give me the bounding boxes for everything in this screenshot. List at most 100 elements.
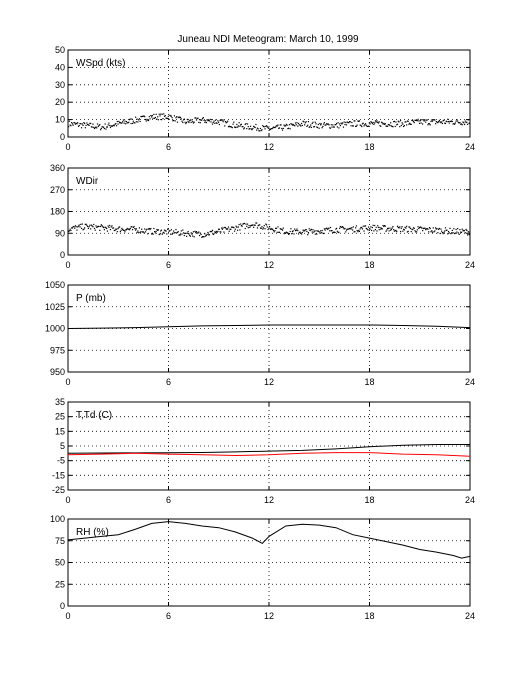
data-point [304,230,306,232]
data-point [420,226,422,228]
data-point [332,231,335,233]
data-point [150,114,152,117]
data-point [351,125,354,127]
data-point [459,121,461,124]
data-point [352,125,354,127]
data-point [412,119,414,122]
data-point [136,231,138,233]
data-point [146,118,148,120]
data-point [96,127,98,129]
data-point [430,231,432,233]
data-point [236,226,238,228]
data-point [329,230,331,232]
data-point [157,119,160,121]
data-point [370,121,372,123]
data-point [99,225,102,228]
data-point [170,233,172,235]
data-point [119,230,121,233]
data-point [142,115,144,117]
data-point [283,233,285,235]
data-point [423,227,425,229]
data-point [69,228,71,230]
data-point [168,230,170,232]
data-point [350,125,352,127]
data-point [247,227,249,229]
data-point [127,228,129,230]
data-point [354,120,356,122]
data-point [205,120,207,122]
data-point [72,124,74,126]
data-point [83,227,86,229]
data-point [270,128,272,130]
data-point [218,228,220,230]
data-point [186,118,188,121]
meteogram-title: Juneau NDI Meteogram: March 10, 1999 [177,34,359,45]
data-point [307,234,309,236]
data-point [467,231,469,233]
data-point [301,231,303,234]
data-point [147,233,149,235]
data-point [413,121,415,124]
data-point [161,113,163,115]
data-point [160,230,162,232]
data-point [438,121,440,123]
data-point [406,120,409,122]
data-point [303,121,305,123]
data-point [319,122,321,125]
data-point [234,228,236,230]
y-tick-label: -5 [57,456,65,466]
data-point [263,225,265,227]
data-point [156,118,158,120]
data-point [272,126,275,128]
data-point [147,119,150,122]
data-point [393,121,395,123]
data-point [145,229,147,231]
data-point [323,232,325,235]
data-point [268,127,270,129]
data-point [308,126,310,128]
data-point [228,230,230,232]
data-point [343,228,345,230]
data-point [447,233,449,235]
y-tick-label: 5 [60,441,65,451]
data-point [120,229,122,231]
data-point [155,230,157,233]
data-point [234,126,236,129]
data-point [217,228,220,230]
data-point [434,227,437,229]
data-point [152,233,154,235]
data-point [329,127,332,129]
data-point [358,120,361,122]
data-point [132,120,134,122]
data-point [403,125,405,128]
data-point [386,125,388,127]
data-point [327,228,329,230]
data-point [219,231,221,233]
data-point [135,229,137,231]
data-point [441,230,443,232]
data-point [296,228,298,230]
data-point [260,129,262,132]
data-point [425,121,427,123]
data-point [456,119,458,121]
data-point [380,227,383,229]
data-point [292,123,294,126]
data-point [142,231,144,233]
data-point [178,234,180,236]
data-point [463,229,465,232]
data-point [422,119,424,121]
data-point [230,228,232,230]
data-point [427,124,429,126]
data-point [422,123,424,125]
data-point [94,127,96,129]
data-point [112,125,114,127]
data-point [320,123,322,125]
data-point [463,122,465,124]
data-point [286,124,288,126]
data-point [149,118,151,120]
data-point [257,225,259,227]
data-point [370,226,372,228]
data-point [179,234,181,236]
data-point [358,230,361,232]
data-point [178,117,180,119]
